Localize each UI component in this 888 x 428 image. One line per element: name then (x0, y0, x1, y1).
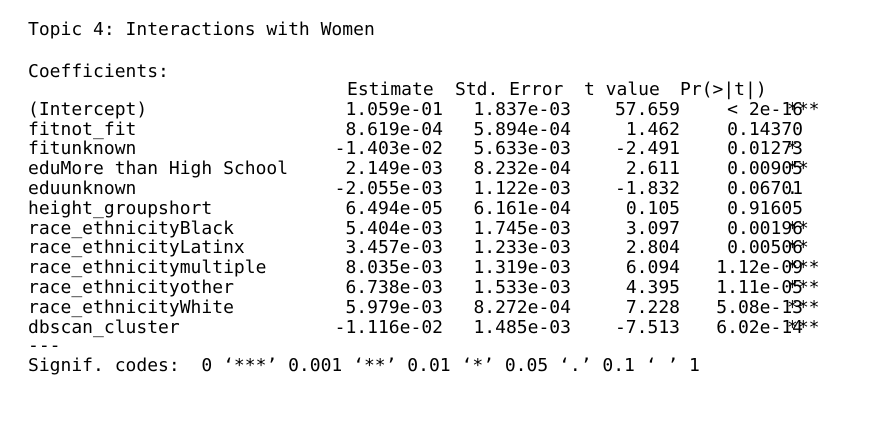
header-p-value: Pr(>|t|) (680, 79, 767, 100)
std-error-cell: 5.894e-04 (473, 118, 571, 140)
term-cell: fitnot_fit (28, 118, 137, 140)
significance-cell: . (787, 177, 798, 199)
p-value-cell: < 2e-16 (727, 98, 803, 120)
std-error-cell: 1.837e-03 (473, 98, 571, 120)
t-value-cell: 2.804 (625, 237, 680, 259)
estimate-cell: 8.035e-03 (345, 257, 443, 279)
t-value-cell: 6.094 (625, 257, 680, 279)
estimate-cell: -2.055e-03 (334, 177, 443, 199)
table-row: race_ethnicityBlack 5.404e-03 1.745e-03 3.0… (28, 217, 888, 239)
table-row: race_ethnicityLatinx 3.457e-03 1.233e-03 2.… (28, 238, 888, 258)
table-row: fitunknown -1.403e-02 5.633e-03 -2.491 0.012… (28, 139, 888, 159)
table-row: race_ethnicityother 6.738e-03 1.533e-03 4.3… (28, 278, 888, 298)
std-error-cell: 1.319e-03 (473, 257, 571, 279)
term-cell: eduunknown (28, 177, 137, 199)
significance-cell: *** (787, 276, 820, 298)
term-cell: race_ethnicitymultiple (28, 257, 267, 279)
p-value-cell: 5.08e-13 (716, 296, 803, 318)
estimate-cell: 6.494e-05 (345, 197, 443, 219)
estimate-cell: 5.979e-03 (345, 296, 443, 318)
table-row: height_groupshort 6.494e-05 6.161e-04 0.105… (28, 197, 888, 219)
term-cell: height_groupshort (28, 197, 213, 219)
table-row: (Intercept) 1.059e-01 1.837e-03 57.659 < 2e-… (28, 98, 888, 120)
table-row: fitnot_fit 8.619e-04 5.894e-04 1.462 0.14370 (28, 118, 888, 140)
term-cell: fitunknown (28, 138, 137, 160)
table-row: race_ethnicityWhite 5.979e-03 8.272e-04 7.2… (28, 296, 888, 318)
term-cell: dbscan_cluster (28, 316, 180, 338)
significance-cell: ** (787, 237, 809, 259)
table-row: eduunknown -2.055e-03 1.122e-03 -1.832 0.067… (28, 179, 888, 199)
t-value-cell: 1.462 (625, 118, 680, 140)
significance-cell: *** (787, 316, 820, 338)
std-error-cell: 5.633e-03 (473, 138, 571, 160)
t-value-cell: 4.395 (625, 276, 680, 298)
p-value-cell: 0.00506 (727, 237, 803, 259)
std-error-cell: 6.161e-04 (473, 197, 571, 219)
t-value-cell: 2.611 (625, 158, 680, 180)
t-value-cell: 7.228 (625, 296, 680, 318)
estimate-cell: 1.059e-01 (345, 98, 443, 120)
std-error-cell: 1.745e-03 (473, 217, 571, 239)
page-title: Topic 4: Interactions with Women (28, 19, 375, 40)
term-cell: race_ethnicityBlack (28, 217, 234, 239)
estimate-cell: 3.457e-03 (345, 237, 443, 259)
header-std-error: Std. Error (455, 79, 564, 100)
estimate-cell: 8.619e-04 (345, 118, 443, 140)
std-error-cell: 8.232e-04 (473, 158, 571, 180)
p-value-cell: 0.00196 (727, 217, 803, 239)
p-value-cell: 0.06701 (727, 177, 803, 199)
p-value-cell: 0.00905 (727, 158, 803, 180)
p-value-cell: 0.01273 (727, 138, 803, 160)
p-value-cell: 0.91605 (727, 197, 803, 219)
std-error-cell: 8.272e-04 (473, 296, 571, 318)
t-value-cell: -2.491 (614, 138, 680, 160)
term-cell: race_ethnicityLatinx (28, 237, 245, 259)
t-value-cell: 0.105 (625, 197, 680, 219)
term-cell: race_ethnicityother (28, 276, 234, 298)
table-row: race_ethnicitymultiple 8.035e-03 1.319e-03… (28, 258, 888, 278)
estimate-cell: -1.403e-02 (334, 138, 443, 160)
table-row: eduMore than High School 2.149e-03 8.232e-… (28, 159, 888, 179)
std-error-cell: 1.233e-03 (473, 237, 571, 259)
t-value-cell: -1.832 (614, 177, 680, 199)
p-value-cell: 1.11e-05 (716, 276, 803, 298)
t-value-cell: 3.097 (625, 217, 680, 239)
p-value-cell: 0.14370 (727, 118, 803, 140)
significance-cell: * (787, 138, 798, 160)
term-cell: (Intercept) (28, 98, 148, 120)
separator: --- (28, 335, 61, 356)
coefficients-label: Coefficients: (28, 61, 169, 82)
significance-cell: *** (787, 296, 820, 318)
p-value-cell: 1.12e-09 (716, 257, 803, 279)
header-estimate: Estimate (347, 79, 434, 100)
estimate-cell: 6.738e-03 (345, 276, 443, 298)
estimate-cell: 2.149e-03 (345, 158, 443, 180)
significance-cell: ** (787, 158, 809, 180)
term-cell: eduMore than High School (28, 158, 289, 180)
significance-cell: *** (787, 257, 820, 279)
header-t-value: t value (584, 79, 660, 100)
table-body: (Intercept) 1.059e-01 1.837e-03 57.659 < 2e-… (28, 98, 888, 338)
significance-cell: ** (787, 217, 809, 239)
estimate-cell: -1.116e-02 (334, 316, 443, 338)
std-error-cell: 1.122e-03 (473, 177, 571, 199)
estimate-cell: 5.404e-03 (345, 217, 443, 239)
table-header-row: Estimate Std. Error t value Pr(>|t|) (28, 80, 888, 100)
signif-codes: Signif. codes: 0 ‘***’ 0.001 ‘**’ 0.01 ‘… (28, 355, 700, 376)
coefficients-table: Estimate Std. Error t value Pr(>|t|) (In… (28, 80, 888, 337)
table-row: dbscan_cluster -1.116e-02 1.485e-03 -7.513 6… (28, 316, 888, 338)
term-cell: race_ethnicityWhite (28, 296, 234, 318)
t-value-cell: -7.513 (614, 316, 680, 338)
significance-cell: *** (787, 98, 820, 120)
p-value-cell: 6.02e-14 (716, 316, 803, 338)
std-error-cell: 1.533e-03 (473, 276, 571, 298)
t-value-cell: 57.659 (614, 98, 680, 120)
std-error-cell: 1.485e-03 (473, 316, 571, 338)
